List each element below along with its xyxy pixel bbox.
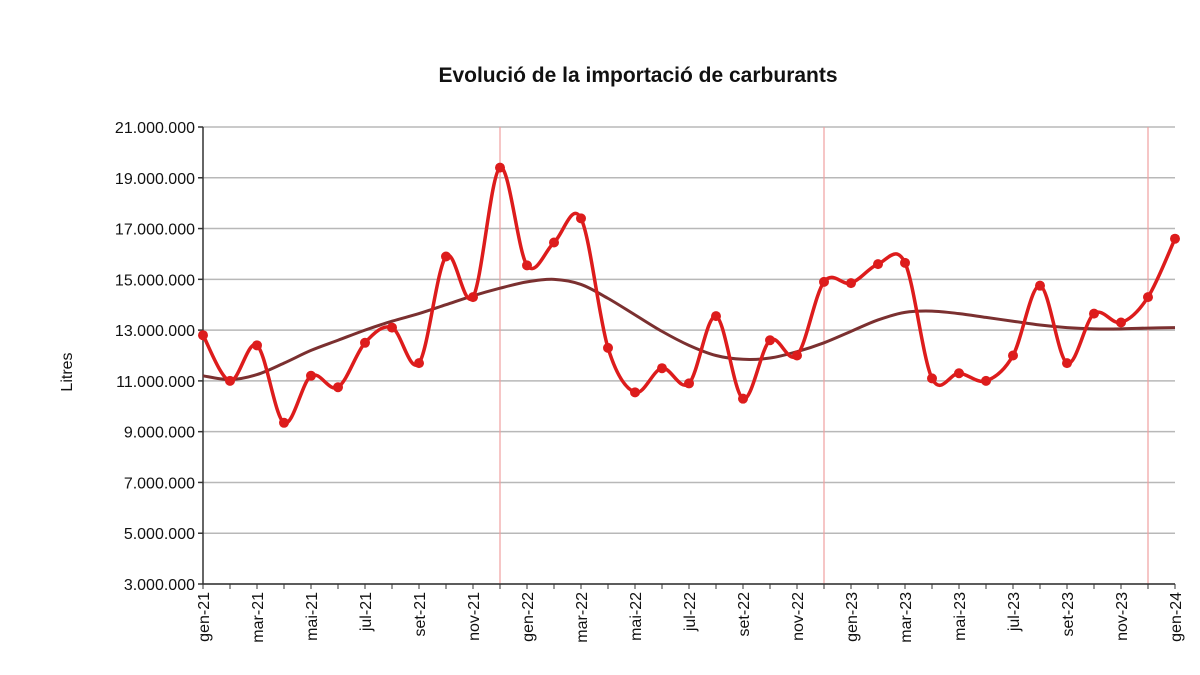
x-tick-label: set-22 <box>736 592 753 637</box>
x-tick-label: jul-22 <box>682 592 699 632</box>
data-point <box>414 358 424 369</box>
year-separators <box>499 127 1149 584</box>
y-tick-label: 3.000.000 <box>124 577 195 594</box>
data-point <box>333 382 343 393</box>
x-tick-label: nov-23 <box>1114 592 1131 641</box>
data-point <box>738 393 748 404</box>
data-point <box>900 257 910 268</box>
data-point <box>1116 317 1126 328</box>
x-tick-label: mai-21 <box>304 592 321 641</box>
data-point <box>468 292 478 303</box>
data-point <box>495 162 505 173</box>
x-tick-label: mar-23 <box>898 592 915 643</box>
x-tick-label: mai-23 <box>952 592 969 641</box>
x-tick-label: jul-23 <box>1006 592 1023 632</box>
x-tick-label: mar-22 <box>574 592 591 643</box>
y-tick-label: 19.000.000 <box>115 171 195 188</box>
data-point <box>765 335 775 346</box>
x-tick-label: mar-21 <box>250 592 267 643</box>
data-point <box>927 373 937 384</box>
data-point <box>630 387 640 398</box>
data-point <box>1089 308 1099 319</box>
y-tick-label: 13.000.000 <box>115 323 195 340</box>
x-tick-label: set-21 <box>412 592 429 637</box>
data-point <box>576 213 586 224</box>
x-tick-label: mai-22 <box>628 592 645 641</box>
data-point <box>225 375 235 386</box>
data-point <box>387 322 397 333</box>
data-point <box>1062 358 1072 369</box>
x-tick-label: gen-24 <box>1168 592 1185 642</box>
data-point <box>1035 280 1045 291</box>
data-point <box>792 350 802 361</box>
y-tick-label: 21.000.000 <box>115 120 195 137</box>
data-point <box>360 337 370 348</box>
y-tick-label: 15.000.000 <box>115 272 195 289</box>
data-point <box>1143 292 1153 303</box>
x-tick-label: nov-22 <box>790 592 807 641</box>
data-point <box>684 378 694 389</box>
data-point <box>873 259 883 270</box>
chart-title: Evolució de la importació de carburants <box>438 64 837 87</box>
data-point <box>279 417 289 428</box>
series <box>198 162 1180 428</box>
y-axis-label: Litres <box>59 352 76 391</box>
data-point <box>252 340 262 351</box>
y-tick-label: 11.000.000 <box>116 374 195 391</box>
data-point <box>1008 350 1018 361</box>
data-point <box>603 342 613 353</box>
data-point <box>549 237 559 248</box>
y-tick-label: 5.000.000 <box>124 526 195 543</box>
x-ticks: gen-21 mar-21 mai-21 jul-21 set-21 nov-21 gen-… <box>196 584 1185 643</box>
data-point <box>1170 233 1180 244</box>
trend-line <box>202 277 1176 382</box>
x-tick-label: jul-21 <box>358 592 375 632</box>
x-tick-label: gen-22 <box>520 592 537 642</box>
data-point <box>657 363 667 374</box>
gridlines <box>203 126 1175 585</box>
x-tick-label: set-23 <box>1060 592 1077 637</box>
x-tick-label: gen-21 <box>196 592 213 642</box>
data-point <box>711 311 721 322</box>
x-tick-label: gen-23 <box>844 592 861 642</box>
data-point <box>441 251 451 262</box>
x-tick-label: nov-21 <box>466 592 483 641</box>
data-point <box>198 330 208 341</box>
data-point <box>981 375 991 386</box>
data-point <box>819 276 829 287</box>
data-point <box>954 368 964 379</box>
data-point <box>846 278 856 289</box>
y-tick-label: 17.000.000 <box>115 222 195 239</box>
y-tick-label: 7.000.000 <box>124 475 195 492</box>
data-point <box>306 370 316 381</box>
y-tick-label: 9.000.000 <box>124 425 195 442</box>
data-point <box>522 260 532 271</box>
y-ticks: 3.000.000 5.000.000 7.000.000 9.000.000 11.0… <box>115 120 203 594</box>
axes <box>202 127 1175 585</box>
